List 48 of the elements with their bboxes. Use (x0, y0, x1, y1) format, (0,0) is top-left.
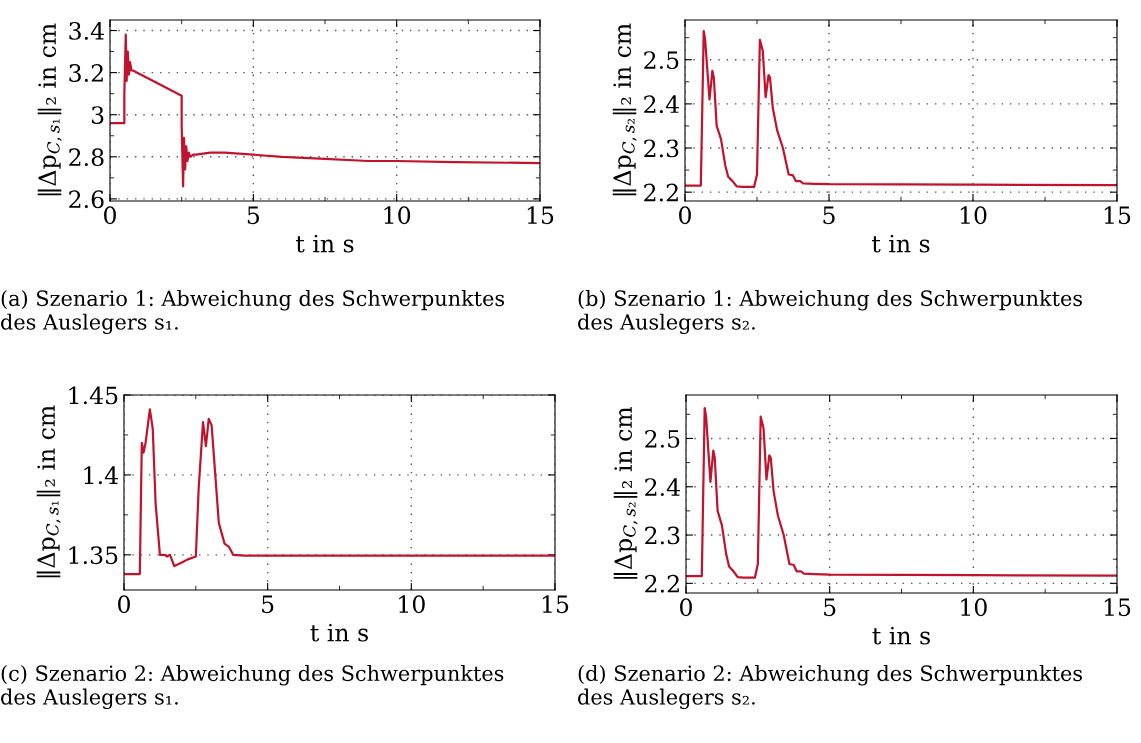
text: (d) Szenario 2: Abweichung des Schwerpunktes des Auslegers s₂. (578, 665, 1082, 710)
x-axis-title: t in s (871, 234, 930, 253)
x-tick-label: 0 (118, 595, 130, 614)
x-tick-label: 5 (823, 206, 835, 225)
y-axis-title: ‖Δp$_{C,s₂}$‖₂ in cm (613, 406, 638, 579)
y-tick-label: 2.4 (644, 95, 679, 114)
x-tick-label: 5 (824, 598, 836, 617)
y-tick-label: 1.35 (69, 546, 118, 565)
y-tick-label: 2.3 (645, 526, 680, 545)
x-axis-title: t in s (295, 234, 354, 253)
text: (b) Szenario 1: Abweichung des Schwerpunktes des Auslegers s₂. (578, 290, 1082, 335)
x-tick-label: 10 (960, 206, 987, 225)
x-tick-label: 10 (961, 598, 987, 617)
y-tick-label: 2.4 (645, 478, 680, 497)
line-series (110, 33, 540, 188)
x-tick-label: 15 (527, 206, 554, 225)
line-series (686, 406, 1117, 579)
y-tick-label: 1.4 (84, 466, 118, 485)
y-axis-title: ‖Δp$_{C,s₁}$‖₂ in cm (36, 405, 61, 578)
x-tick-label: 10 (384, 206, 411, 225)
x-tick-label: 15 (1104, 206, 1131, 225)
x-tick-label: 0 (680, 598, 692, 617)
text: (a) Szenario 1: Abweichung des Schwerpunktes des Auslegers s₁. (1, 290, 505, 335)
x-tick-label: 15 (542, 595, 569, 614)
x-tick-label: 10 (399, 595, 425, 614)
y-tick-label: 2.5 (644, 51, 679, 70)
x-tick-label: 0 (104, 206, 116, 225)
y-axis-title: ‖Δp$_{C,s₂}$‖₂ in cm (612, 23, 637, 196)
x-axis-title: t in s (872, 626, 930, 645)
y-tick-label: 3 (91, 106, 104, 125)
x-tick-label: 5 (262, 595, 274, 614)
y-tick-label: 2.8 (69, 148, 104, 167)
y-tick-label: 2.6 (69, 190, 104, 209)
line-series (124, 408, 555, 576)
y-tick-label: 2.5 (645, 429, 680, 448)
y-tick-label: 1.45 (69, 386, 118, 405)
y-tick-label: 2.3 (644, 139, 679, 158)
x-tick-label: 15 (1104, 598, 1131, 617)
y-tick-label: 2.2 (645, 574, 679, 593)
text: (c) Szenario 2: Abweichung des Schwerpunktes des Auslegers s₁. (1, 665, 504, 710)
line-series (685, 29, 1117, 188)
y-tick-label: 2.2 (644, 183, 678, 202)
y-tick-label: 3.4 (69, 21, 104, 40)
x-axis-title: t in s (310, 623, 368, 642)
y-axis-title: ‖Δp$_{C,s₁}$‖₂ in cm (37, 23, 62, 196)
x-tick-label: 5 (247, 206, 260, 225)
x-tick-label: 0 (679, 206, 691, 225)
y-tick-label: 3.2 (69, 64, 103, 82)
